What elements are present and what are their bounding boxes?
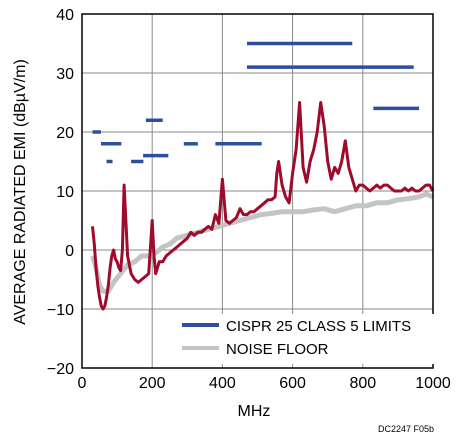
- noise-floor-layer: [90, 191, 434, 294]
- figure-id: DC2247 F05b: [378, 424, 434, 434]
- y-tick-label: 10: [56, 184, 74, 201]
- x-axis-label: MHz: [238, 403, 271, 420]
- legend: CISPR 25 CLASS 5 LIMITS NOISE FLOOR: [176, 314, 436, 364]
- y-tick-labels: −20 −10 0 10 20 30 40: [47, 7, 74, 378]
- y-tick-label: 40: [56, 7, 74, 24]
- x-tick-label: 1000: [415, 375, 451, 392]
- y-tick-label: 30: [56, 66, 74, 83]
- y-tick-label: 0: [65, 243, 74, 260]
- y-axis-label: AVERAGE RADIATED EMI (dBµV/m): [12, 59, 29, 325]
- x-tick-label: 200: [139, 375, 166, 392]
- y-tick-label: 20: [56, 125, 74, 142]
- x-tick-labels: 0 200 400 600 800 1000: [78, 375, 451, 392]
- limits-layer: [92, 41, 419, 164]
- y-tick-label: −10: [47, 302, 74, 319]
- x-tick-label: 800: [349, 375, 376, 392]
- legend-label-noise: NOISE FLOOR: [226, 341, 329, 358]
- legend-label-limits: CISPR 25 CLASS 5 LIMITS: [226, 318, 411, 335]
- emi-layer: [91, 101, 435, 311]
- x-tick-label: 400: [209, 375, 236, 392]
- noise-floor-line: [90, 191, 434, 294]
- x-tick-label: 0: [78, 375, 87, 392]
- y-tick-label: −20: [47, 361, 74, 378]
- emi-trace-line: [91, 101, 435, 311]
- legend-background: [176, 314, 436, 364]
- plot-frame: [81, 13, 434, 369]
- x-tick-label: 600: [279, 375, 306, 392]
